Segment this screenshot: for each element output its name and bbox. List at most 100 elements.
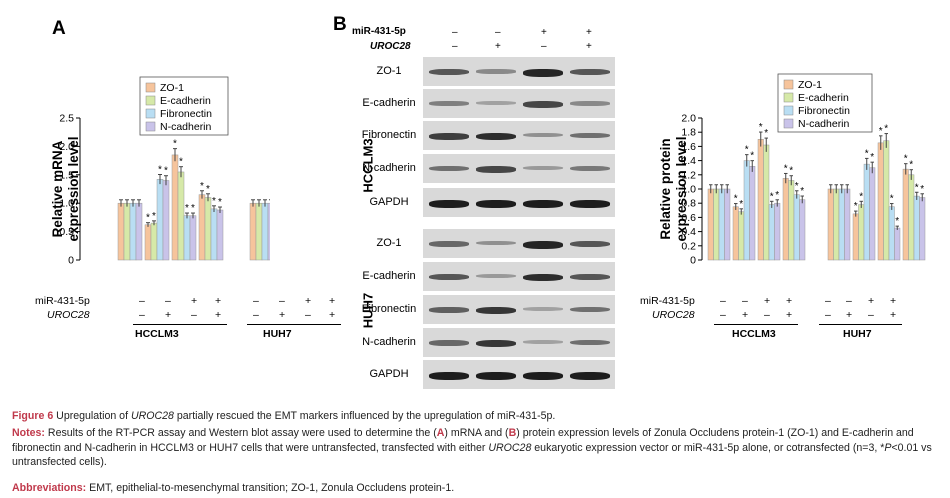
bar bbox=[123, 202, 131, 261]
significance-marker: * bbox=[218, 197, 222, 208]
bar bbox=[732, 206, 739, 261]
significance-marker: * bbox=[884, 124, 888, 135]
blot-row-label: Fibronectin bbox=[361, 129, 417, 141]
significance-marker: * bbox=[909, 160, 913, 171]
significance-marker: * bbox=[854, 201, 858, 212]
blot-row bbox=[423, 154, 615, 183]
legend-swatch bbox=[145, 121, 156, 132]
group-label: HUH7 bbox=[263, 328, 292, 340]
significance-marker: * bbox=[158, 165, 162, 176]
significance-marker: * bbox=[179, 157, 183, 168]
protein-chart: 0 0.2 0.4 0.6 0.8 1.0 1.2 1.4 1.6 1.8 2.0 Relative … bbox=[658, 73, 926, 267]
significance-marker: * bbox=[870, 152, 874, 163]
significance-marker: * bbox=[795, 181, 799, 192]
blot-band bbox=[429, 101, 469, 106]
blot-uroc-sign: + bbox=[586, 41, 592, 52]
mir-sign: – bbox=[846, 295, 852, 307]
significance-marker: * bbox=[789, 166, 793, 177]
bar bbox=[919, 197, 926, 261]
legend-entry: Fibronectin bbox=[160, 108, 212, 120]
mir-sign: + bbox=[786, 295, 793, 307]
y-tick-label: 0.5 bbox=[59, 226, 74, 238]
blot-row bbox=[423, 360, 615, 389]
group-underline bbox=[819, 324, 902, 325]
mir-sign: + bbox=[890, 295, 897, 307]
uroc-sign: + bbox=[165, 309, 172, 321]
uroc-sign: + bbox=[215, 309, 222, 321]
significance-marker: * bbox=[191, 203, 195, 214]
bar bbox=[774, 202, 781, 261]
bar bbox=[888, 206, 895, 261]
y-axis-label-line: expression level bbox=[66, 136, 81, 241]
caption-text: <0.01 vs untransfected cells). bbox=[12, 441, 932, 469]
bar bbox=[261, 202, 269, 261]
uroc-sign: – bbox=[305, 309, 311, 321]
y-axis-label: Relative protein expression level bbox=[658, 136, 689, 241]
blot-band bbox=[476, 307, 516, 314]
significance-marker: * bbox=[206, 184, 210, 195]
significance-marker: * bbox=[879, 126, 883, 137]
y-tick-label: 0.2 bbox=[681, 240, 696, 252]
bar bbox=[833, 188, 840, 261]
bar bbox=[738, 211, 745, 261]
blot-row-label: GAPDH bbox=[369, 196, 409, 208]
significance-marker: * bbox=[775, 190, 779, 201]
blot-row bbox=[423, 188, 615, 217]
blot-row bbox=[423, 295, 615, 324]
significance-marker: * bbox=[895, 216, 899, 227]
abbr-label: Abbreviations: bbox=[12, 482, 87, 494]
blot-band bbox=[523, 241, 563, 249]
bar bbox=[150, 222, 158, 261]
significance-marker: * bbox=[915, 182, 919, 193]
blot-row bbox=[423, 229, 615, 258]
uroc-sign: + bbox=[279, 309, 286, 321]
caption-emphasis: UROC28 bbox=[130, 410, 174, 422]
bar bbox=[171, 154, 179, 261]
blot-row bbox=[423, 57, 615, 86]
mir-sign: – bbox=[253, 295, 259, 307]
bar bbox=[724, 188, 731, 261]
bar bbox=[216, 209, 224, 261]
y-tick-label: 0.6 bbox=[681, 212, 696, 224]
bar bbox=[869, 167, 876, 261]
legend-swatch bbox=[145, 95, 156, 106]
bar bbox=[189, 215, 197, 261]
y-tick-label: 0 bbox=[690, 255, 696, 267]
blot-row bbox=[423, 262, 615, 291]
blot-uroc-label: UROC28 bbox=[370, 41, 411, 52]
significance-marker: * bbox=[164, 166, 168, 177]
y-tick-label: 1.8 bbox=[681, 127, 696, 139]
legend-entry: N-cadherin bbox=[160, 121, 212, 133]
significance-marker: * bbox=[859, 191, 863, 202]
uroc-sign: – bbox=[253, 309, 259, 321]
uroc-sign: + bbox=[329, 309, 336, 321]
mir-sign: + bbox=[215, 295, 222, 307]
blot-band bbox=[429, 340, 469, 346]
y-tick-label: 0 bbox=[68, 255, 74, 267]
mir-sign: + bbox=[191, 295, 198, 307]
bar bbox=[117, 202, 125, 261]
blot-band bbox=[476, 241, 516, 246]
bar bbox=[757, 139, 764, 261]
significance-marker: * bbox=[890, 194, 894, 205]
uroc-sign: + bbox=[742, 309, 749, 321]
bar bbox=[913, 195, 920, 261]
panel-b-letter: B bbox=[333, 14, 347, 35]
blot-mir-label: miR-431-5p bbox=[352, 26, 406, 37]
blot-band bbox=[570, 307, 610, 313]
blot-row-label: Fibronectin bbox=[361, 303, 417, 315]
bar bbox=[707, 188, 714, 261]
bar bbox=[249, 202, 257, 261]
blot-band bbox=[429, 241, 469, 247]
blot-band bbox=[570, 69, 610, 75]
uroc-sign: + bbox=[846, 309, 853, 321]
mir-sign: – bbox=[825, 295, 831, 307]
bar bbox=[863, 163, 870, 261]
blot-mir-sign: + bbox=[541, 27, 547, 38]
blot-band bbox=[523, 372, 563, 380]
caption-ref: B bbox=[508, 427, 517, 439]
figure-caption-title: Figure 6 Upregulation of UROC28 partiall… bbox=[12, 409, 937, 424]
significance-marker: * bbox=[173, 139, 177, 150]
legend-entry: Fibronectin bbox=[798, 105, 850, 117]
